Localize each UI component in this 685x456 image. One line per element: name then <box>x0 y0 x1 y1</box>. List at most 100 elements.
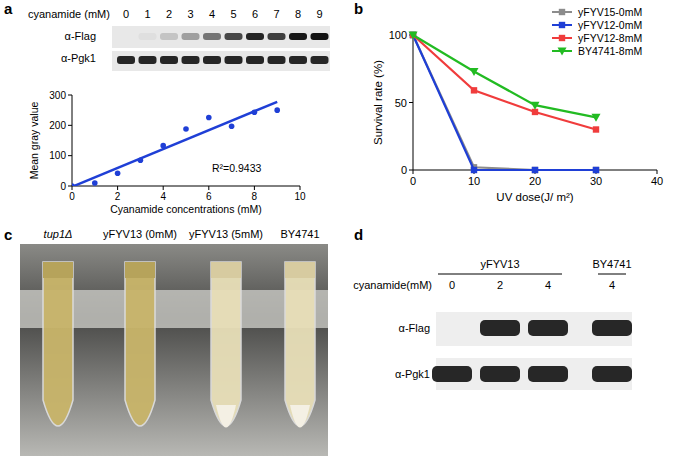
x-tick-label: 10 <box>468 175 480 187</box>
tube-label: BY4741 <box>280 228 319 240</box>
flag-band <box>246 33 264 40</box>
blot-header: cyanamide (mM) <box>28 8 110 20</box>
point <box>593 126 599 132</box>
tube-top <box>285 262 315 278</box>
y-tick <box>68 95 72 96</box>
lane-label: 0 <box>123 8 129 20</box>
point <box>471 167 477 173</box>
x-axis-label: UV dose(J/ m²) <box>496 191 573 203</box>
legend-label: yFYV12-0mM <box>578 19 642 31</box>
flag-band <box>182 33 200 40</box>
legend-marker <box>559 22 565 28</box>
point <box>592 114 601 122</box>
row-label: α-Flag <box>65 30 96 42</box>
y-tick-label: 100 <box>49 150 66 161</box>
point <box>532 167 538 173</box>
y-tick-label: 300 <box>49 90 66 101</box>
tube-label: yFYV13 (0mM) <box>103 228 177 240</box>
series-line <box>413 35 596 170</box>
pgk1-band <box>203 56 221 64</box>
x-tick <box>117 186 118 190</box>
point <box>115 170 121 176</box>
tube-label: tup1Δ <box>44 228 73 240</box>
point <box>206 115 212 121</box>
pgk1-band <box>528 366 568 382</box>
series-line <box>413 35 596 170</box>
x-tick <box>163 186 164 190</box>
flag-band <box>268 33 286 40</box>
y-axis-label: Survival rate (%) <box>372 60 384 145</box>
lane-label: 5 <box>230 8 236 20</box>
point <box>593 167 599 173</box>
pgk1-band <box>432 366 472 382</box>
flag-band <box>160 33 178 40</box>
x-tick <box>208 186 209 190</box>
pgk1-band <box>182 56 200 64</box>
point <box>92 180 98 186</box>
legend-marker <box>559 35 565 41</box>
lane-label: 0 <box>449 279 455 291</box>
flag-band <box>289 33 307 40</box>
x-tick-label: 10 <box>294 191 306 202</box>
point <box>160 143 166 149</box>
legend-label: yFYV15-0mM <box>578 6 642 18</box>
flag-band <box>528 320 568 336</box>
point <box>531 102 540 110</box>
panel-label: a <box>4 0 13 17</box>
row-label: α-Pgk1 <box>395 368 430 380</box>
flag-band <box>480 320 520 336</box>
x-tick-label: 4 <box>160 191 166 202</box>
blot-header: cyanamide(mM) <box>353 279 432 291</box>
lane-label: 4 <box>609 279 615 291</box>
tube <box>211 262 241 426</box>
annotation: R²=0.9433 <box>212 162 261 174</box>
flag-band <box>311 33 329 40</box>
lane-label: 7 <box>273 8 279 20</box>
y-axis <box>72 95 73 186</box>
point <box>471 87 477 93</box>
x-tick <box>413 170 414 174</box>
marks <box>72 102 280 186</box>
point <box>72 183 75 186</box>
panel-label: d <box>354 226 363 243</box>
sediment <box>290 405 310 428</box>
y-tick-label: 200 <box>49 120 66 131</box>
tube <box>125 262 155 426</box>
lane-label: 4 <box>545 279 551 291</box>
marks <box>409 32 601 174</box>
blot-membrane <box>112 51 330 71</box>
tube-top <box>125 262 155 278</box>
y-tick <box>409 102 413 103</box>
legend-marker <box>558 48 567 56</box>
scatter-chart: 02468100100200300Cyanamide concentration… <box>28 90 306 216</box>
x-tick-label: 8 <box>252 191 258 202</box>
x-tick-label: 0 <box>69 191 75 202</box>
point <box>470 68 479 76</box>
lane-label: 3 <box>187 8 193 20</box>
y-tick <box>68 125 72 126</box>
x-tick-label: 0 <box>410 175 416 187</box>
x-tick-label: 6 <box>206 191 212 202</box>
flag-band <box>225 33 243 40</box>
row-label: α-Flag <box>399 322 430 334</box>
line-chart: 010203040050100UV dose(J/ m²)Survival ra… <box>372 6 663 203</box>
photo-background <box>20 244 328 456</box>
tube-top <box>211 262 241 278</box>
flag-band <box>592 320 632 336</box>
panel-label: c <box>4 226 12 243</box>
x-tick <box>72 186 73 190</box>
tube-photo: tup1ΔyFYV13 (0mM)yFYV13 (5mM)BY4741 <box>20 228 328 456</box>
pgk1-band <box>246 56 264 64</box>
lane-label: 2 <box>497 279 503 291</box>
x-tick <box>300 186 301 190</box>
y-tick <box>68 186 72 187</box>
sediment <box>216 405 236 428</box>
y-tick-label: 100 <box>389 29 407 41</box>
point <box>229 123 235 129</box>
trend-line <box>72 102 277 186</box>
y-tick-label: 0 <box>401 164 407 176</box>
x-axis-label: Cyanamide concentrations (mM) <box>110 203 262 215</box>
group-line <box>438 274 562 275</box>
tube <box>43 262 73 426</box>
pgk1-band <box>592 366 632 382</box>
